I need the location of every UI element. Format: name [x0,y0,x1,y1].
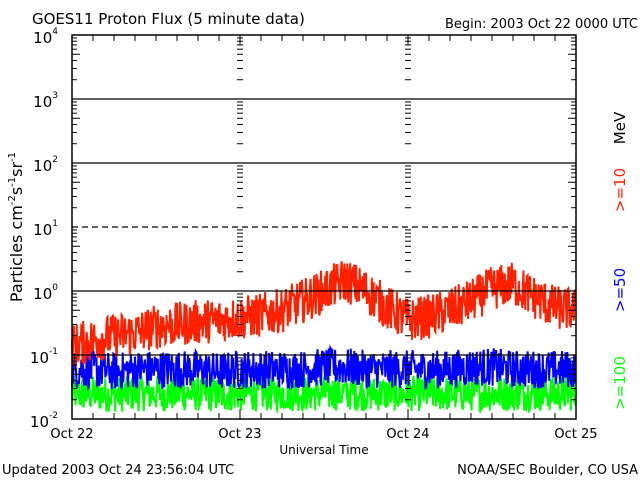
legend-unit: MeV [611,111,629,144]
plot-series [71,261,577,415]
y-tick-label: 103 [33,91,58,111]
legend: MeV >=10 >=50 >=100 [611,111,629,410]
begin-time: Begin: 2003 Oct 22 0000 UTC [445,17,638,32]
tick-labels: 10-2 10-1 100 101 102 103 104 Oct 22 Oct 23 Oct 2… [30,27,598,442]
y-axis-label-text: Particles cm-2s-1sr-1 [7,152,26,302]
x-tick-label: Oct 22 [50,427,93,442]
y-tick-label: 100 [33,283,58,303]
axes [71,34,577,420]
legend-item: >=10 [611,168,629,212]
gridlines [72,98,576,356]
legend-item: >=100 [611,356,629,410]
x-tick-label: Oct 23 [218,427,261,442]
y-axis-label: Particles cm-2s-1sr-1 [7,152,26,302]
legend-item: >=50 [611,268,629,312]
legend-label: >=100 [611,356,629,410]
credit: NOAA/SEC Boulder, CO USA [457,463,638,478]
y-tick-label: 10-2 [30,411,58,431]
legend-label: >=10 [611,168,629,212]
y-tick-label: 104 [33,27,58,47]
x-tick-label: Oct 24 [386,427,429,442]
legend-item: MeV [611,111,629,144]
chart-title: GOES11 Proton Flux (5 minute data) [32,10,305,28]
series-line-ge50 [71,344,577,392]
y-tick-label: 102 [33,155,58,175]
x-axis-label: Universal Time [279,443,368,457]
updated-time: Updated 2003 Oct 24 23:56:04 UTC [2,463,234,478]
y-tick-label: 10-1 [30,347,58,367]
legend-label: >=50 [611,268,629,312]
y-tick-label: 101 [33,219,58,239]
series-line-ge10 [71,261,577,368]
x-tick-label: Oct 25 [554,427,597,442]
series-line-ge100 [71,373,577,415]
